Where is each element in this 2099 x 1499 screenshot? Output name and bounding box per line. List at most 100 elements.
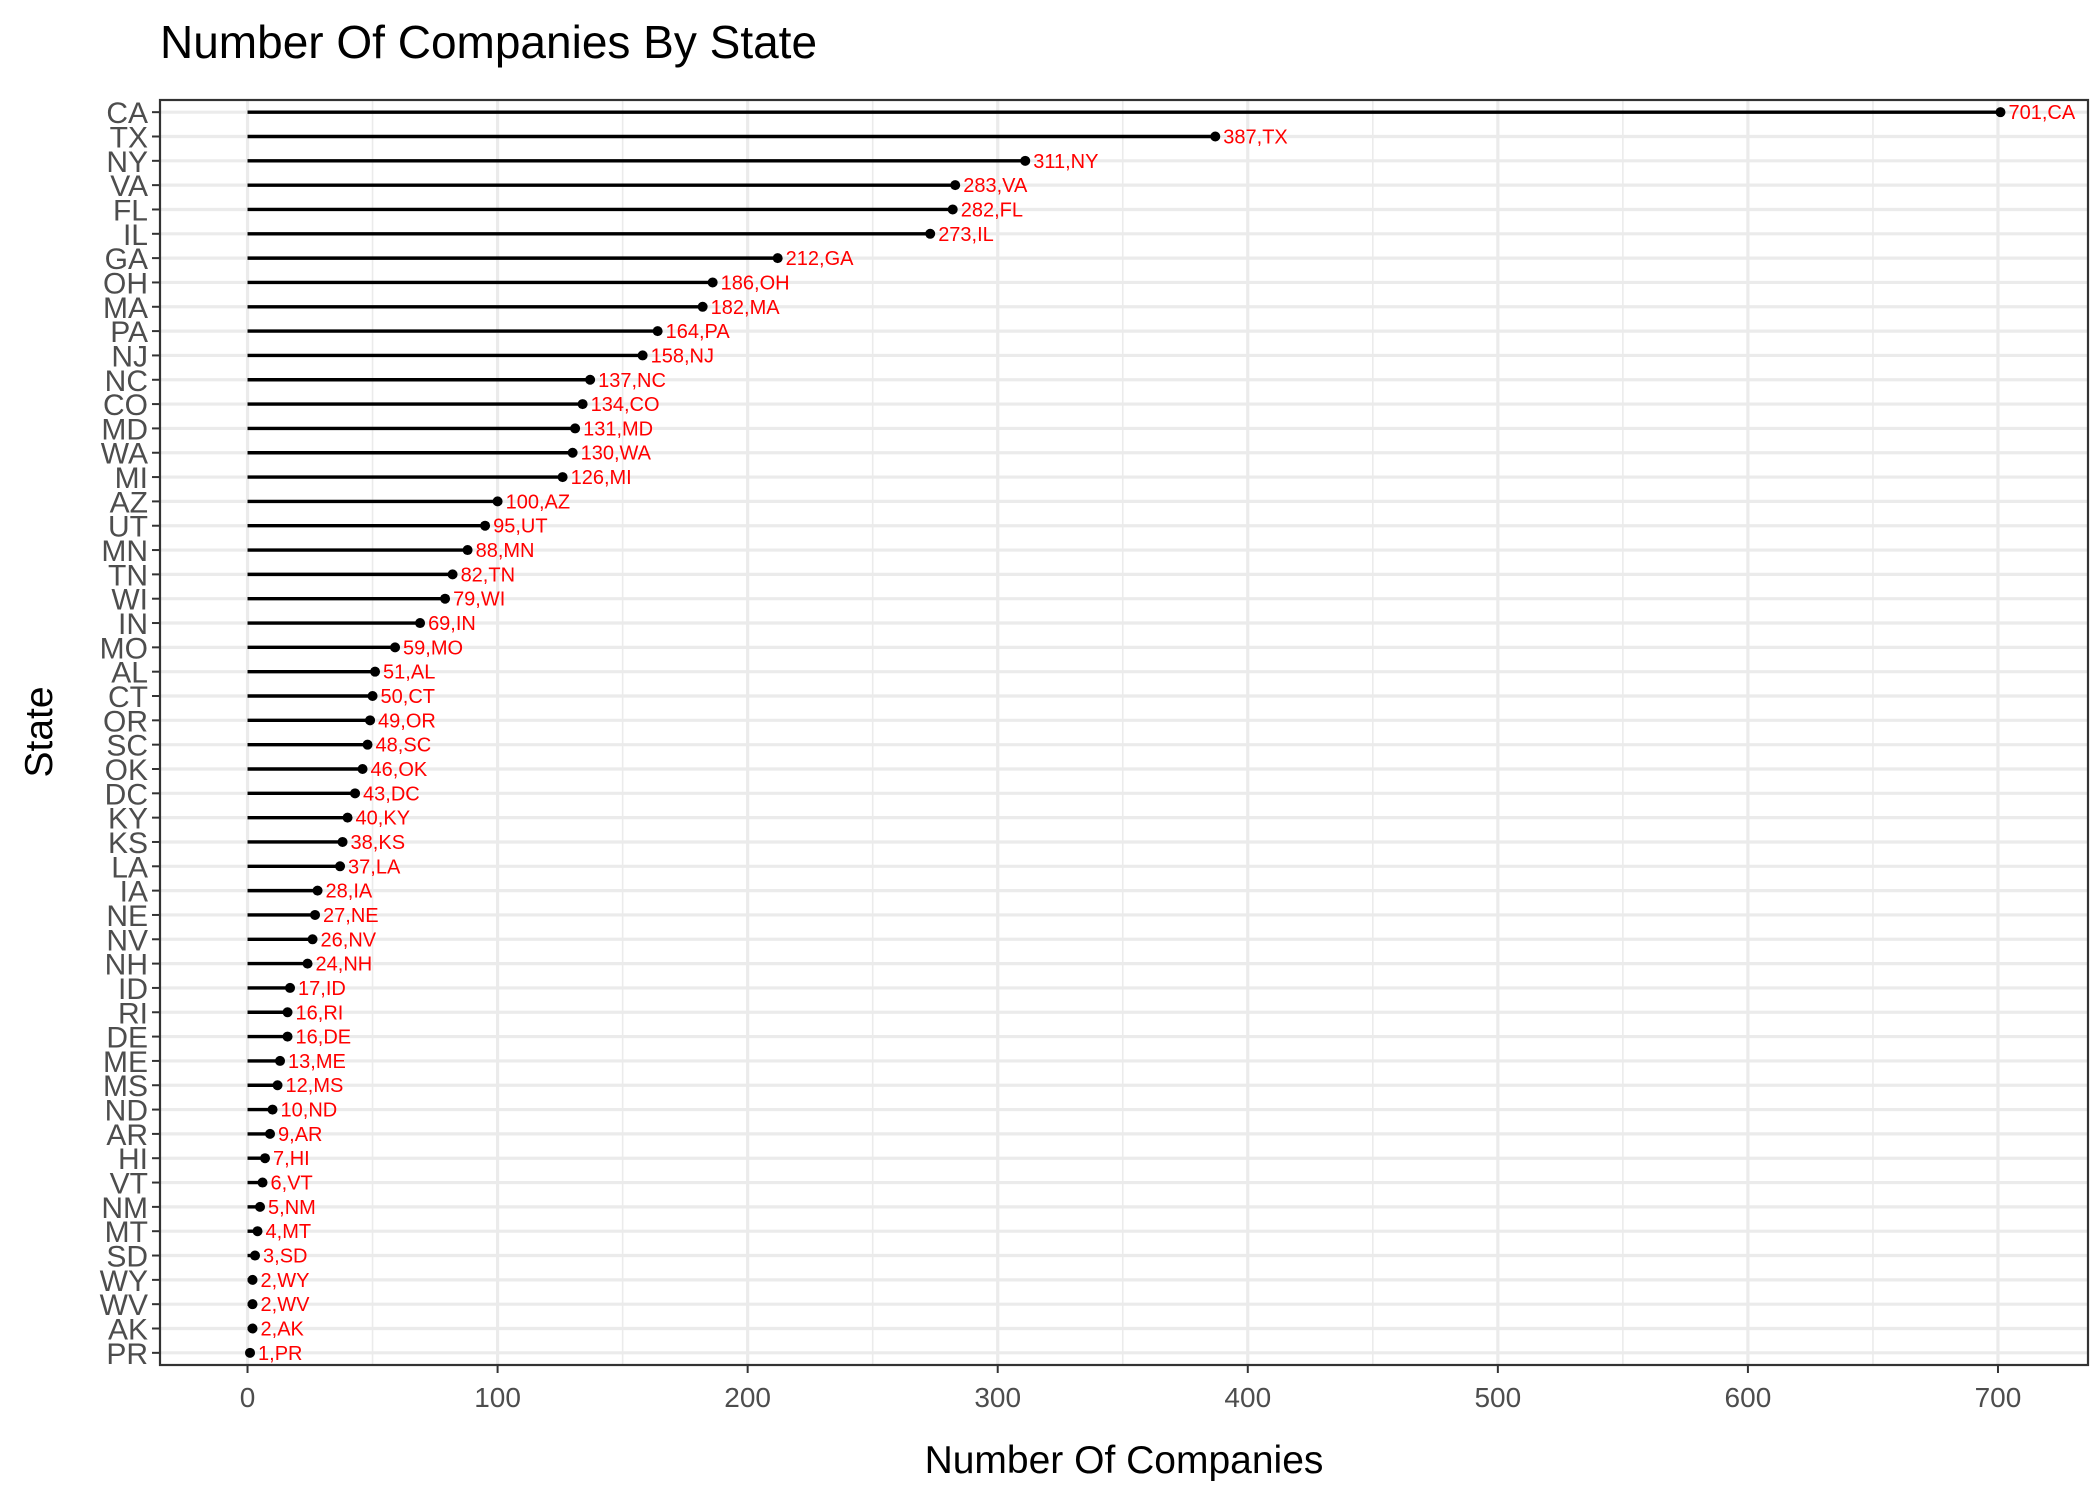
y-tick-label-GA: GA xyxy=(105,243,148,276)
point-label-ND: 10,ND xyxy=(281,1100,338,1122)
point-label-PR: 1,PR xyxy=(258,1343,302,1365)
y-tick-label-MO: MO xyxy=(100,632,148,665)
point-DC xyxy=(350,788,361,799)
grid-lines xyxy=(160,100,2088,1365)
point-RI xyxy=(282,1007,293,1018)
point-label-AK: 2,AK xyxy=(261,1319,305,1341)
x-tick-label: 500 xyxy=(1474,1382,1521,1413)
point-CO xyxy=(577,399,588,410)
point-label-RI: 16,RI xyxy=(296,1002,344,1024)
point-NE xyxy=(310,909,321,920)
chart-title: Number Of Companies By State xyxy=(160,16,817,68)
point-label-NY: 311,NY xyxy=(1033,151,1098,173)
point-MD xyxy=(570,423,581,434)
y-tick-label-MN: MN xyxy=(101,535,148,568)
y-tick-label-OR: OR xyxy=(103,705,148,738)
point-label-FL: 282,FL xyxy=(961,199,1023,221)
point-WY xyxy=(247,1274,258,1285)
point-label-CT: 50,CT xyxy=(381,686,435,708)
point-VA xyxy=(950,180,961,191)
y-tick-label-DE: DE xyxy=(106,1022,148,1055)
point-NM xyxy=(255,1201,266,1212)
point-label-SD: 3,SD xyxy=(263,1246,307,1268)
point-MN xyxy=(462,545,473,556)
point-NY xyxy=(1020,155,1031,166)
point-MT xyxy=(252,1226,263,1237)
x-tick-label: 400 xyxy=(1224,1382,1271,1413)
y-tick-label-NV: NV xyxy=(106,924,148,957)
y-tick-label-OK: OK xyxy=(105,754,148,787)
point-label-VA: 283,VA xyxy=(963,175,1028,197)
point-label-MD: 131,MD xyxy=(583,418,653,440)
y-tick-label-IN: IN xyxy=(118,608,148,641)
y-tick-label-MI: MI xyxy=(115,462,148,495)
y-tick-label-IA: IA xyxy=(120,876,148,909)
y-tick-label-VT: VT xyxy=(110,1168,148,1201)
point-AZ xyxy=(492,496,503,507)
point-MA xyxy=(697,301,708,312)
y-tick-label-MS: MS xyxy=(103,1070,148,1103)
point-NC xyxy=(585,374,596,385)
point-label-SC: 48,SC xyxy=(376,735,432,757)
point-PA xyxy=(652,326,663,337)
point-label-MA: 182,MA xyxy=(711,297,781,319)
y-axis-title: State xyxy=(18,686,61,777)
point-HI xyxy=(260,1153,271,1164)
point-label-NC: 137,NC xyxy=(598,370,666,392)
x-axis-title: Number Of Companies xyxy=(925,1439,1324,1482)
point-ME xyxy=(275,1055,286,1066)
point-SD xyxy=(250,1250,261,1261)
point-FL xyxy=(947,204,958,215)
point-KY xyxy=(342,812,353,823)
point-VT xyxy=(257,1177,268,1188)
point-IA xyxy=(312,885,323,896)
y-tick-label-FL: FL xyxy=(113,194,148,227)
point-AR xyxy=(265,1128,276,1139)
x-tick-label: 300 xyxy=(974,1382,1021,1413)
point-label-WI: 79,WI xyxy=(453,589,505,611)
x-tick-label: 700 xyxy=(1975,1382,2022,1413)
point-GA xyxy=(772,253,783,264)
point-NV xyxy=(307,934,318,945)
x-tick-label: 0 xyxy=(240,1382,256,1413)
y-tick-label-AK: AK xyxy=(108,1314,148,1347)
point-label-UT: 95,UT xyxy=(493,516,547,538)
point-label-NJ: 158,NJ xyxy=(651,345,714,367)
point-label-GA: 212,GA xyxy=(786,248,854,270)
point-label-MO: 59,MO xyxy=(403,637,463,659)
point-label-KS: 38,KS xyxy=(351,832,405,854)
x-tick-label: 200 xyxy=(724,1382,771,1413)
y-tick-label-ID: ID xyxy=(118,973,148,1006)
y-tick-label-HI: HI xyxy=(118,1143,148,1176)
point-SC xyxy=(362,739,373,750)
point-NH xyxy=(302,958,313,969)
point-UT xyxy=(480,520,491,531)
point-label-NV: 26,NV xyxy=(321,929,377,951)
y-tick-label-ND: ND xyxy=(105,1095,148,1128)
y-tick-label-KY: KY xyxy=(108,803,148,836)
y-tick-label-NE: NE xyxy=(106,900,148,933)
y-tick-label-CT: CT xyxy=(108,681,148,714)
point-AK xyxy=(247,1323,258,1334)
point-label-WA: 130,WA xyxy=(581,443,652,465)
y-tick-label-VA: VA xyxy=(110,170,148,203)
y-tick-label-SD: SD xyxy=(106,1241,148,1274)
point-WI xyxy=(440,593,451,604)
point-label-KY: 40,KY xyxy=(356,808,410,830)
point-OK xyxy=(357,763,368,774)
panel-background xyxy=(160,100,2088,1365)
y-tick-label-UT: UT xyxy=(108,511,148,544)
stems xyxy=(247,110,2001,1355)
point-label-PA: 164,PA xyxy=(666,321,731,343)
point-DE xyxy=(282,1031,293,1042)
point-MO xyxy=(390,642,401,653)
y-tick-label-AL: AL xyxy=(111,657,148,690)
point-label-CO: 134,CO xyxy=(591,394,660,416)
y-axis: CATXNYVAFLILGAOHMAPANJNCCOMDWAMIAZUTMNTN… xyxy=(100,97,160,1371)
y-tick-label-PA: PA xyxy=(110,316,148,349)
points xyxy=(245,107,2006,1358)
y-tick-label-TN: TN xyxy=(108,559,148,592)
